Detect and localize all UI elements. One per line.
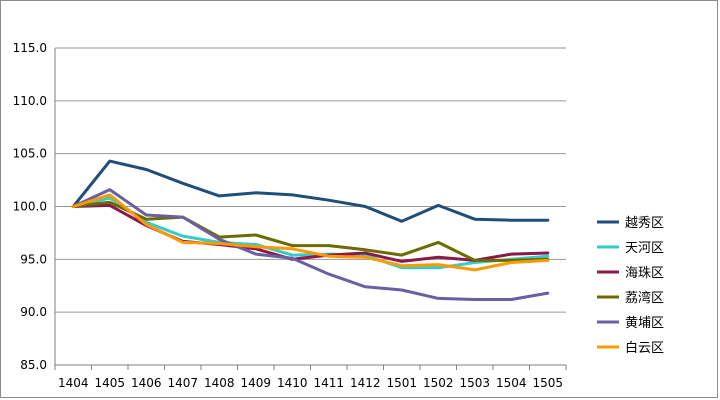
series-line-2 [71, 196, 550, 270]
y-tick-labels: 85.0 90.0 95.0 100.0 105.0 110.0 115.0 [13, 41, 47, 372]
series-line-4 [71, 200, 550, 262]
x-tick-labels: 1404 1405 1406 1407 1408 1409 1410 1411 1412 1501… [58, 376, 563, 390]
legend-label: 白云区 [625, 340, 664, 356]
x-tick-label: 1407 [167, 376, 198, 390]
y-tick-label: 110.0 [13, 94, 47, 108]
gridlines [55, 47, 566, 313]
y-tick-label: 100.0 [13, 200, 47, 214]
y-tick-label: 95.0 [20, 252, 47, 266]
series-line-5 [71, 188, 550, 301]
x-tick-label: 1406 [131, 376, 162, 390]
x-tick-label: 1505 [532, 376, 563, 390]
x-tick-label: 1408 [204, 376, 235, 390]
series-line-6 [71, 193, 550, 272]
series-line-1 [71, 159, 550, 223]
legend-label: 天河区 [625, 241, 664, 256]
legend-label: 越秀区 [625, 216, 664, 231]
y-tick-label: 115.0 [13, 41, 47, 55]
x-tick-label: 1411 [313, 376, 344, 390]
x-tick-label: 1501 [386, 376, 417, 390]
legend-label: 荔湾区 [625, 290, 664, 306]
x-tick-label: 1412 [350, 376, 381, 390]
x-tick-label: 1405 [94, 376, 125, 390]
x-tick-label: 1409 [240, 376, 271, 390]
x-tick-label: 1410 [277, 376, 308, 390]
x-tick-label: 1504 [496, 376, 527, 390]
axes [54, 48, 567, 370]
y-tick-label: 85.0 [20, 358, 47, 372]
legend-label: 黄埔区 [625, 316, 664, 331]
x-tick-label: 1502 [423, 376, 454, 390]
x-tick-label: 1503 [459, 376, 490, 390]
x-tick-label: 1404 [58, 376, 89, 390]
y-tick-label: 90.0 [20, 305, 47, 319]
y-tick-label: 105.0 [13, 147, 47, 161]
legend-label: 海珠区 [625, 266, 664, 281]
series-lines [71, 159, 550, 301]
